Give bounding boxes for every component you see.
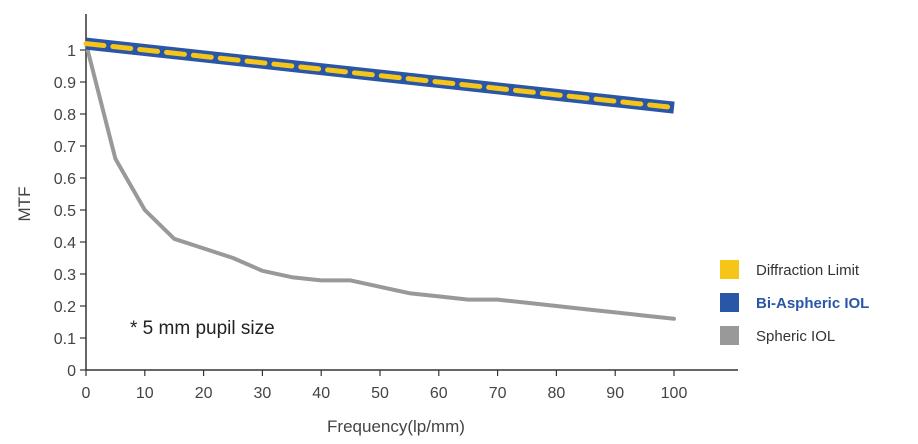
y-tick-label: 0.2 [54, 299, 76, 316]
x-tick-label: 80 [548, 385, 566, 402]
y-tick-label: 0.5 [54, 203, 76, 220]
series-layer [83, 37, 677, 321]
x-axis-title: Frequency(lp/mm) [327, 417, 465, 436]
legend-swatch [720, 260, 739, 279]
pupil-size-annotation: * 5 mm pupil size [130, 318, 275, 339]
y-tick-label: 0.8 [54, 107, 76, 124]
y-tick-label: 0.3 [54, 267, 76, 284]
x-tick-label: 30 [254, 385, 272, 402]
legend-label: Bi-Aspheric IOL [756, 295, 869, 312]
series-line-spheric-iol [84, 41, 676, 321]
series-line-diffraction-limit [83, 41, 677, 111]
legend-label: Diffraction Limit [756, 262, 860, 279]
legend-swatch [720, 326, 739, 345]
legend-label: Spheric IOL [756, 328, 835, 345]
y-tick-label: 0.7 [54, 139, 76, 156]
y-tick-label: 0.1 [54, 331, 76, 348]
y-axis-title: MTF [15, 187, 34, 222]
legend-swatch [720, 293, 739, 312]
y-tick-label: 0 [67, 363, 76, 380]
x-tick-label: 0 [82, 385, 91, 402]
x-tick-label: 20 [195, 385, 213, 402]
axes: 0 0.1 0.2 0.3 0.4 0.5 0.6 0.7 0.8 0.9 1 0 10 20 30 40 5… [54, 14, 738, 402]
y-ticks: 0 0.1 0.2 0.3 0.4 0.5 0.6 0.7 0.8 0.9 1 [54, 43, 86, 380]
x-tick-label: 60 [430, 385, 448, 402]
y-tick-label: 0.6 [54, 171, 76, 188]
x-tick-label: 50 [371, 385, 389, 402]
x-tick-label: 100 [661, 385, 688, 402]
y-tick-label: 0.4 [54, 235, 76, 252]
x-tick-label: 90 [606, 385, 624, 402]
y-tick-label: 1 [67, 43, 76, 60]
x-ticks: 0 10 20 30 40 50 60 70 80 90 100 [82, 370, 688, 402]
x-tick-label: 10 [136, 385, 154, 402]
legend: Diffraction Limit Bi-Aspheric IOL Spheric … [720, 260, 869, 345]
y-tick-label: 0.9 [54, 75, 76, 92]
x-tick-label: 40 [312, 385, 330, 402]
x-tick-label: 70 [489, 385, 507, 402]
